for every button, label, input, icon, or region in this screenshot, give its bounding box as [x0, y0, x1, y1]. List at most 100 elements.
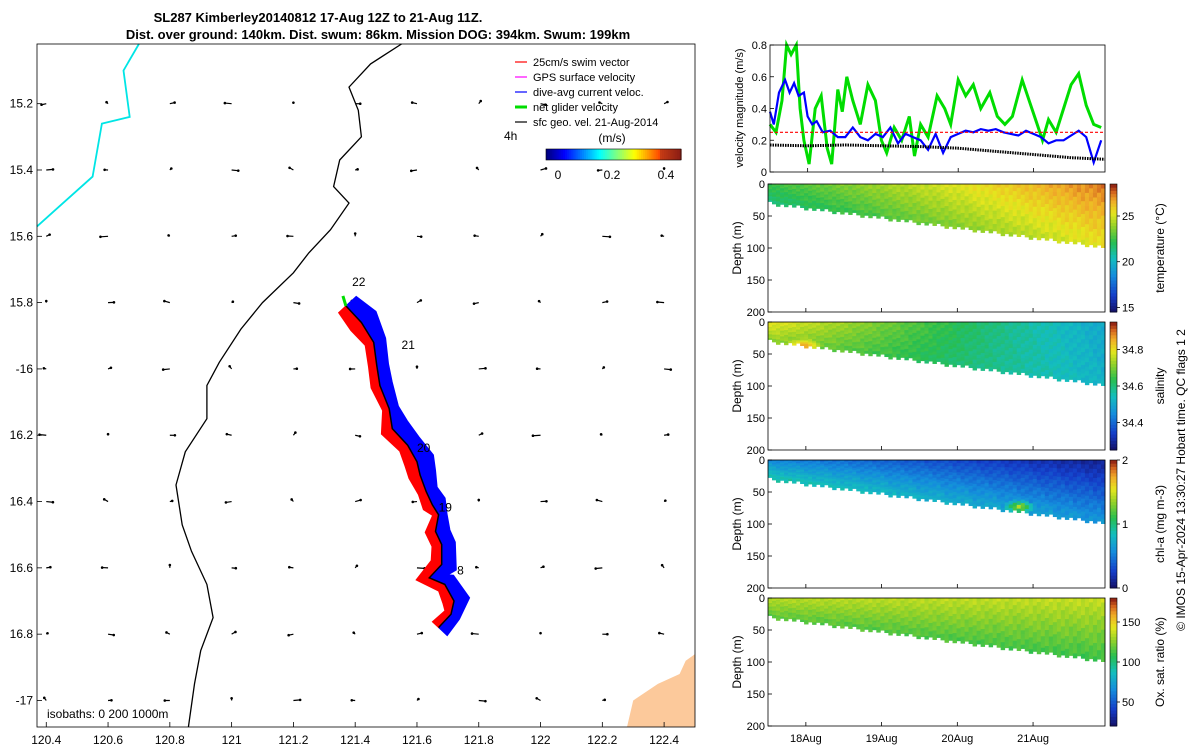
section-cell: [976, 338, 982, 343]
section-cell: [888, 343, 893, 347]
section-cell: [968, 226, 974, 231]
section-cell: [904, 340, 909, 345]
section-cell: [1032, 191, 1038, 197]
section-cell: [1028, 495, 1034, 501]
section-cell: [840, 481, 845, 485]
section-cell: [996, 187, 1002, 192]
section-cell: [896, 322, 901, 326]
section-cell: [1012, 343, 1018, 348]
section-cell: [908, 324, 913, 328]
section-cell: [1036, 491, 1042, 497]
section-cell: [1064, 343, 1070, 349]
section-cell: [1032, 195, 1038, 200]
section-cell: [1080, 209, 1086, 215]
section-cell: [836, 601, 841, 605]
section-cell: [824, 603, 829, 606]
section-cell: [908, 628, 913, 632]
section-cell: [968, 466, 974, 471]
section-cell: [804, 331, 809, 334]
section-cell: [832, 625, 837, 629]
section-cell: [952, 353, 957, 358]
section-colorbar-segment: [1110, 411, 1117, 416]
section-cell: [884, 627, 889, 631]
section-cell: [984, 213, 990, 218]
section-cell: [860, 471, 865, 475]
section-cell: [860, 200, 865, 204]
section-cell: [768, 609, 773, 611]
section-cell: [812, 337, 817, 340]
section-cell: [880, 475, 885, 479]
section-cell: [904, 335, 909, 339]
section-cell: [1064, 347, 1070, 353]
section-cell: [916, 491, 921, 496]
section-cell: [984, 499, 990, 504]
section-cell: [940, 324, 945, 329]
section-cell: [812, 599, 817, 603]
section-cell: [852, 202, 857, 205]
section-cell: [960, 322, 965, 326]
section-cell: [1024, 505, 1030, 510]
section-cell: [824, 191, 829, 194]
section-cell: [984, 184, 990, 188]
section-cell: [932, 201, 937, 206]
section-cell: [956, 490, 961, 495]
section-cell: [780, 612, 785, 615]
section-cell: [944, 363, 949, 367]
section-colorbar-segment: [1110, 350, 1117, 355]
section-cell: [888, 215, 893, 219]
section-cell: [788, 184, 793, 187]
section-cell: [872, 331, 877, 334]
section-cell: [1048, 372, 1054, 377]
section-cell: [824, 612, 829, 615]
section-cell: [1080, 468, 1086, 474]
section-cell: [796, 327, 801, 331]
section-cell: [1072, 235, 1078, 241]
section-cell: [1012, 201, 1018, 206]
section-cell: [892, 630, 897, 634]
section-cell: [844, 187, 849, 191]
section-cell: [968, 347, 974, 352]
section-cell: [956, 187, 961, 191]
section-cell: [956, 322, 961, 326]
section-cell: [852, 600, 857, 603]
section-cell: [968, 200, 974, 205]
section-cell: [1088, 360, 1094, 366]
section-ytick-label: 100: [747, 519, 765, 531]
section-cell: [840, 334, 845, 338]
section-cell: [804, 340, 809, 343]
section-cell: [856, 622, 861, 625]
section-cell: [936, 496, 941, 500]
section-cell: [1088, 516, 1094, 522]
section-cell: [964, 619, 969, 624]
section-cell: [1028, 507, 1034, 512]
section-cell: [1028, 207, 1034, 213]
section-cell: [1040, 498, 1046, 503]
section-cell: [812, 616, 817, 620]
section-cell: [904, 608, 909, 613]
section-cell: [924, 606, 929, 611]
section-cell: [1004, 622, 1010, 627]
section-cell: [796, 473, 801, 476]
section-cell: [808, 473, 813, 476]
section-cell: [992, 184, 998, 188]
section-cell: [1016, 348, 1022, 353]
section-cell: [1012, 354, 1018, 359]
section-cell: [976, 348, 982, 353]
section-colorbar-segment: [1110, 578, 1117, 583]
colorbar-segment: [645, 149, 648, 160]
section-cell: [932, 322, 937, 326]
section-cell: [1020, 495, 1026, 501]
section-cell: [896, 189, 901, 193]
current-vector-head: [103, 168, 106, 172]
section-cell: [848, 602, 853, 606]
section-cell: [804, 598, 809, 601]
section-cell: [852, 198, 857, 201]
section-cell: [936, 347, 941, 351]
section-cell: [1044, 468, 1050, 473]
section-cell: [872, 487, 877, 490]
section-cell: [788, 194, 793, 197]
section-cell: [980, 190, 986, 195]
section-cell: [828, 477, 833, 480]
colorbar-segment: [611, 149, 615, 160]
section-cell: [776, 187, 781, 190]
